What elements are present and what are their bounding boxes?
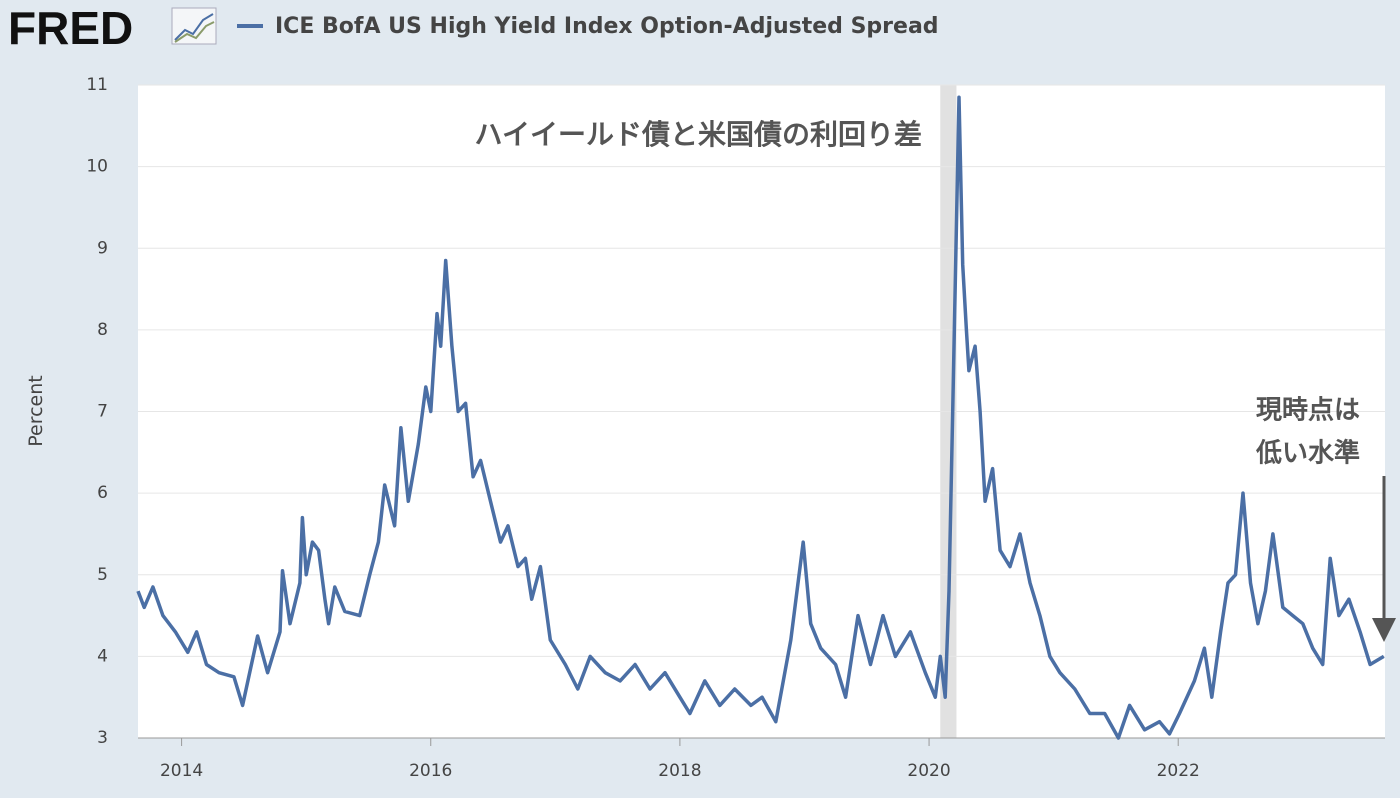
x-tick-label: 2014: [160, 761, 203, 781]
x-tick-label: 2018: [658, 761, 701, 781]
y-tick-label: 11: [86, 75, 108, 95]
logo-icon-line: [174, 21, 215, 43]
y-tick-label: 6: [97, 483, 108, 503]
logo: FRED: [8, 2, 133, 54]
annotation: ハイイールド債と米国債の利回り差: [475, 118, 922, 151]
annotation: 現時点は: [1256, 395, 1360, 426]
logo-icon-line: [174, 13, 214, 41]
annotation: 低い水準: [1255, 438, 1360, 469]
x-tick-label: 2022: [1157, 761, 1200, 781]
legend-label: ICE BofA US High Yield Index Option-Adju…: [275, 14, 939, 39]
arrow-head: [1372, 618, 1396, 642]
y-tick-label: 5: [97, 565, 108, 585]
x-tick-label: 2020: [907, 761, 950, 781]
y-tick-label: 9: [97, 238, 108, 258]
x-tick-label: 2016: [409, 761, 452, 781]
y-tick-label: 8: [97, 320, 108, 340]
plot: 3 4 5 6 7 8 9 10 11 2014 2016 2018 2020 2022: [86, 75, 1385, 781]
y-tick-label: 4: [97, 646, 108, 666]
logo-icon: [171, 7, 217, 45]
y-tick-label: 7: [97, 402, 108, 422]
y-tick-label: 3: [97, 728, 108, 748]
y-axis-label: Percent: [25, 375, 47, 447]
data-line: [136, 95, 1385, 740]
y-tick-label: 10: [86, 157, 108, 177]
